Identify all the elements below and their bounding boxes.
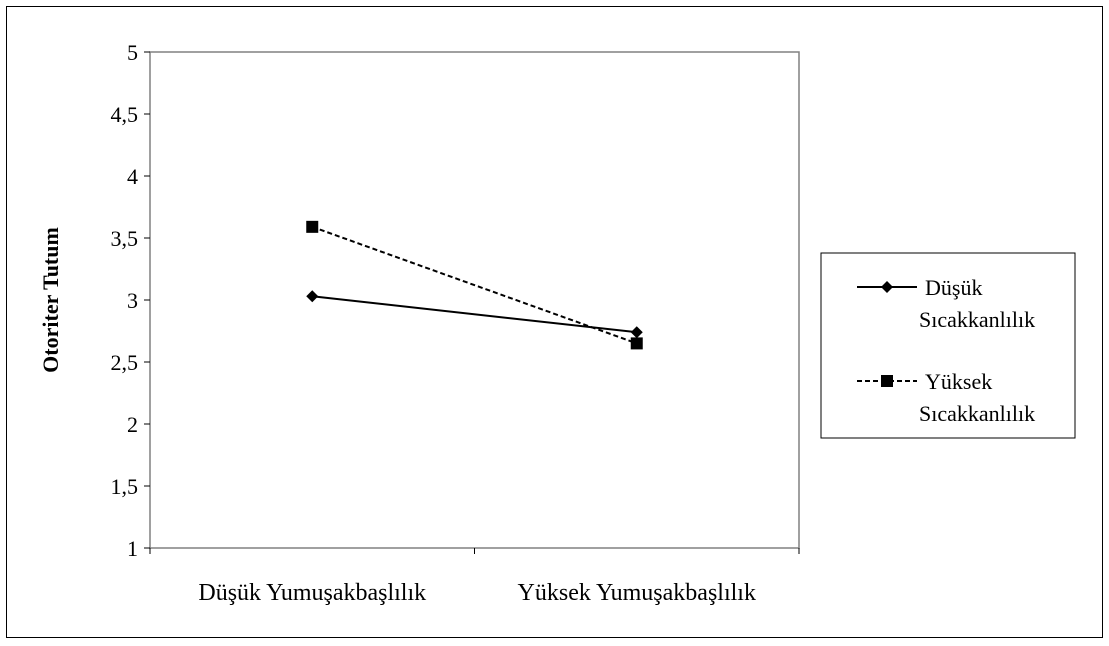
y-tick-label: 4,5 (111, 102, 139, 127)
y-tick-label: 2,5 (111, 350, 139, 375)
legend: Düşük Sıcakkanlılık Yüksek Sıcakkanlılık (857, 275, 1035, 426)
x-tick-label: Yüksek Yumuşakbaşlılık (518, 580, 756, 606)
legend-label: Sıcakkanlılık (919, 401, 1035, 426)
legend-box (820, 252, 1076, 439)
data-point-square (630, 337, 643, 350)
plot-area (149, 51, 800, 549)
x-axis: Düşük Yumuşakbaşlılık Yüksek Yumuşakbaşlı… (149, 548, 800, 606)
legend-swatch-marker (881, 281, 893, 293)
y-tick-label: 4 (127, 164, 138, 189)
legend-label: Yüksek (925, 369, 992, 394)
x-tick-label: Düşük Yumuşakbaşlılık (198, 580, 426, 606)
y-tick-label: 1 (127, 536, 138, 561)
y-tick-label: 1,5 (111, 474, 139, 499)
y-tick-label: 5 (127, 40, 138, 65)
series-layer (306, 220, 643, 350)
y-tick-label: 3 (127, 288, 138, 313)
series-line-2 (311, 225, 638, 345)
series-line-1 (312, 295, 637, 334)
y-axis-label: Otoriter Tutum (38, 227, 63, 373)
data-point-diamond (306, 290, 319, 303)
data-point-diamond (630, 326, 643, 339)
legend-swatch-marker (881, 375, 893, 387)
legend-label: Sıcakkanlılık (919, 307, 1035, 332)
y-axis: 1 1,5 2 2,5 3 3,5 4 4,5 5 (111, 40, 150, 561)
data-point-square (306, 220, 319, 233)
y-tick-label: 3,5 (111, 226, 139, 251)
y-tick-label: 2 (127, 412, 138, 437)
legend-label: Düşük (925, 275, 982, 300)
